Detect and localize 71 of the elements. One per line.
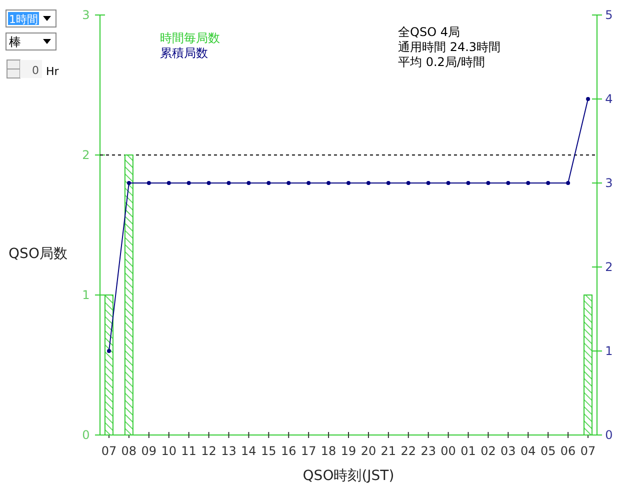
point	[446, 181, 450, 185]
point	[266, 181, 271, 185]
point	[326, 181, 331, 185]
x-tick-label: 03	[500, 444, 516, 458]
point	[546, 181, 550, 185]
y-tick-label: 2	[82, 148, 90, 162]
x-tick-label: 09	[141, 444, 157, 458]
x-tick-label: 10	[161, 444, 176, 458]
x-tick-label: 04	[520, 444, 536, 458]
x-tick-label: 20	[360, 444, 376, 458]
y2-tick-label: 2	[605, 260, 613, 274]
y-tick-label: 1	[82, 288, 90, 302]
annotation: 平均 0.2局/時間	[398, 55, 485, 69]
x-tick-label: 11	[181, 444, 196, 458]
annotation: 全QSO 4局	[398, 25, 460, 39]
y2-tick-label: 5	[605, 8, 613, 22]
x-tick-label: 14	[241, 444, 256, 458]
x-tick-label: 07	[101, 444, 117, 458]
point	[286, 181, 291, 185]
point	[526, 181, 530, 185]
point	[226, 181, 231, 185]
x-tick-label: 16	[280, 444, 296, 458]
point	[126, 181, 131, 185]
point	[206, 181, 211, 185]
point	[586, 97, 590, 101]
text: 棒	[9, 35, 21, 49]
point	[166, 181, 171, 185]
x-tick-label: 13	[221, 444, 236, 458]
text: 時間毎局数	[160, 31, 220, 45]
point	[106, 349, 111, 353]
point	[186, 181, 191, 185]
point	[386, 181, 390, 185]
x-tick-label: 23	[420, 444, 436, 458]
point	[406, 181, 410, 185]
text: 1時間	[9, 13, 38, 26]
x-tick-label: 21	[380, 444, 396, 458]
point	[366, 181, 370, 185]
x-tick-label: 05	[540, 444, 556, 458]
y2-tick-label: 0	[605, 428, 613, 442]
x-tick-label: 08	[121, 444, 137, 458]
y2-tick-label: 3	[605, 176, 613, 190]
x-tick-label: 07	[580, 444, 596, 458]
text: Hr	[46, 65, 60, 78]
point	[346, 181, 350, 185]
point	[246, 181, 251, 185]
annotation: 通用時間 24.3時間	[398, 40, 501, 54]
x-tick-label: 01	[460, 444, 476, 458]
y2-tick-label: 1	[605, 344, 613, 358]
y-axis-title: QSO局数	[8, 246, 68, 262]
point	[506, 181, 510, 185]
text: 0	[32, 64, 39, 77]
x-tick-label: 15	[261, 444, 276, 458]
x-tick-label: 22	[400, 444, 416, 458]
x-axis-title: QSO時刻(JST)	[302, 468, 394, 484]
x-tick-label: 17	[300, 444, 316, 458]
point	[426, 181, 430, 185]
x-tick-label: 18	[320, 444, 336, 458]
point	[466, 181, 470, 185]
x-tick-label: 00	[440, 444, 456, 458]
x-tick-label: 02	[480, 444, 496, 458]
x-tick-label: 12	[201, 444, 216, 458]
y2-tick-label: 4	[605, 92, 613, 106]
x-tick-label: 19	[340, 444, 356, 458]
y-tick-label: 0	[82, 428, 90, 442]
y-tick-label: 3	[82, 8, 90, 22]
x-tick-label: 06	[560, 444, 576, 458]
point	[146, 181, 151, 185]
point	[486, 181, 490, 185]
point	[306, 181, 311, 185]
point	[566, 181, 570, 185]
text: 累積局数	[160, 46, 208, 60]
